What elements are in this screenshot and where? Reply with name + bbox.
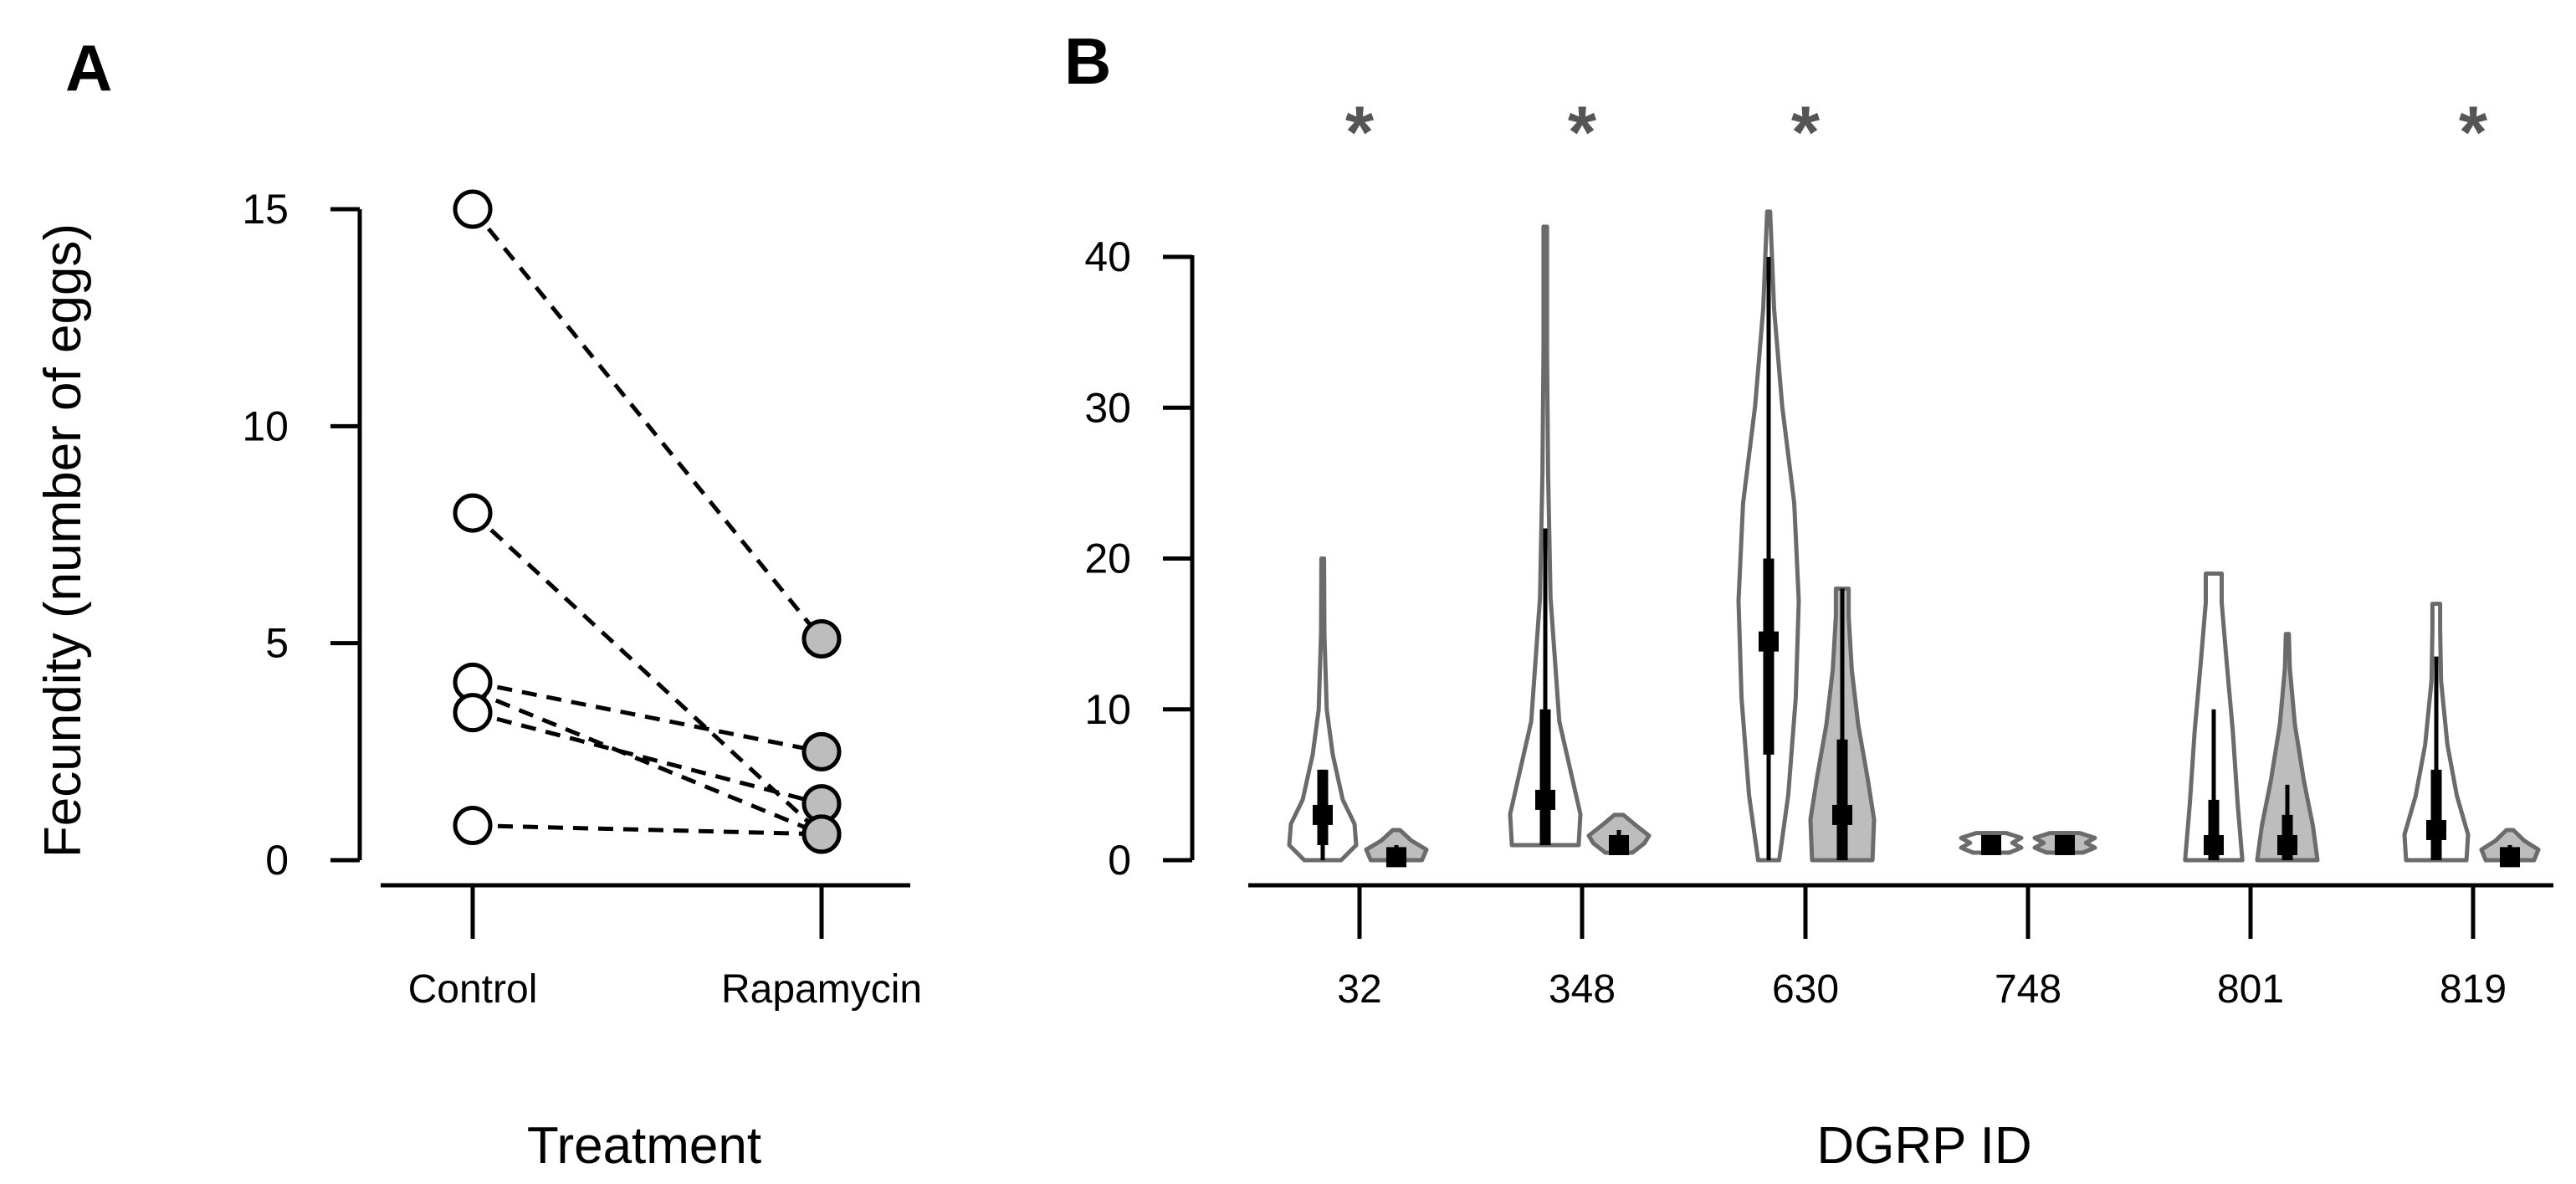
- panel-a-y-tick-label: 15: [242, 186, 289, 233]
- panel-b-x-tick-label: 801: [2217, 967, 2284, 1012]
- panel-b-significance-star: *: [1345, 90, 1375, 173]
- panel-b-median-marker: [2500, 847, 2520, 868]
- panel-b-median-marker: [1535, 789, 1555, 810]
- panel-b-y-tick-label: 40: [1084, 233, 1131, 280]
- panel-b-median-marker: [1386, 847, 1406, 868]
- panel-a-rapamycin-point: [801, 731, 842, 771]
- panel-b-x-tick-label: 748: [1995, 967, 2061, 1012]
- panel-b-significance-star: *: [2459, 90, 2488, 173]
- panel-b-x-tick-label: 32: [1337, 967, 1381, 1012]
- panel-b-control-violin: [1287, 556, 1359, 863]
- panel-b-median-marker: [2277, 834, 2297, 855]
- panel-b-median-marker: [1981, 834, 2001, 855]
- panel-a-control-point: [453, 806, 493, 846]
- panel-b-median-marker: [1832, 804, 1852, 825]
- panel-a-chart: 0 5 10 15 Control Rapamycin Fecundity (numbe…: [34, 186, 922, 1175]
- panel-a-control-point: [453, 189, 493, 229]
- panel-a-x-axis-title: Treatment: [527, 1117, 761, 1175]
- panel-a-pair-line: [471, 511, 823, 836]
- panel-b-y-tick-label: 20: [1084, 536, 1131, 582]
- panel-b-rapamycin-violin: [2255, 632, 2320, 863]
- panel-b-y-tick-label: 10: [1084, 686, 1131, 733]
- panel-b-significance-star: *: [1791, 90, 1821, 173]
- panel-a-x-tick-label: Control: [408, 967, 538, 1012]
- panel-b-x-tick-label: 630: [1772, 967, 1839, 1012]
- panel-b-median-marker: [1759, 631, 1779, 652]
- panel-a-label: A: [65, 31, 112, 105]
- panel-b-median-marker: [2204, 834, 2224, 855]
- panel-a-control-point: [453, 693, 493, 733]
- panel-a-pair-line: [471, 208, 823, 641]
- panel-a-control-point: [453, 493, 493, 533]
- panel-b-y-tick-label: 30: [1084, 384, 1131, 431]
- panel-b-label: B: [1064, 24, 1111, 98]
- panel-a-x-tick-label: Rapamycin: [721, 967, 922, 1012]
- panel-a-pair-line: [472, 679, 822, 754]
- panel-b-median-marker: [1609, 834, 1629, 855]
- panel-a-pair-line: [472, 710, 822, 806]
- panel-a-rapamycin-point: [801, 618, 842, 659]
- panel-a-y-tick-label: 5: [265, 620, 289, 667]
- panel-a-rapamycin-point: [801, 814, 842, 854]
- panel-a-pair-line: [472, 689, 822, 837]
- panel-a-y-tick-label: 0: [265, 837, 289, 884]
- panel-b-y-tick-label: 0: [1108, 837, 1131, 884]
- panel-b-x-axis-title: DGRP ID: [1816, 1117, 2031, 1175]
- panel-b-x-tick-label: 348: [1549, 967, 1616, 1012]
- panel-b-x-tick-label: 819: [2440, 967, 2507, 1012]
- panel-b-significance-star: *: [1568, 90, 1597, 173]
- panel-a-y-tick-label: 10: [242, 402, 289, 449]
- panel-a-y-axis-title: Fecundity (number of eggs): [34, 223, 92, 858]
- panel-b-chart: 0 10 20 30 40 32 348 630 748 801 819 * * * * DGRP ID: [1084, 90, 2553, 1175]
- panel-b-median-marker: [2055, 834, 2075, 855]
- panel-b-median-marker: [2426, 819, 2446, 840]
- panel-b-median-marker: [1313, 804, 1333, 825]
- panel-a-pair-line: [472, 823, 822, 837]
